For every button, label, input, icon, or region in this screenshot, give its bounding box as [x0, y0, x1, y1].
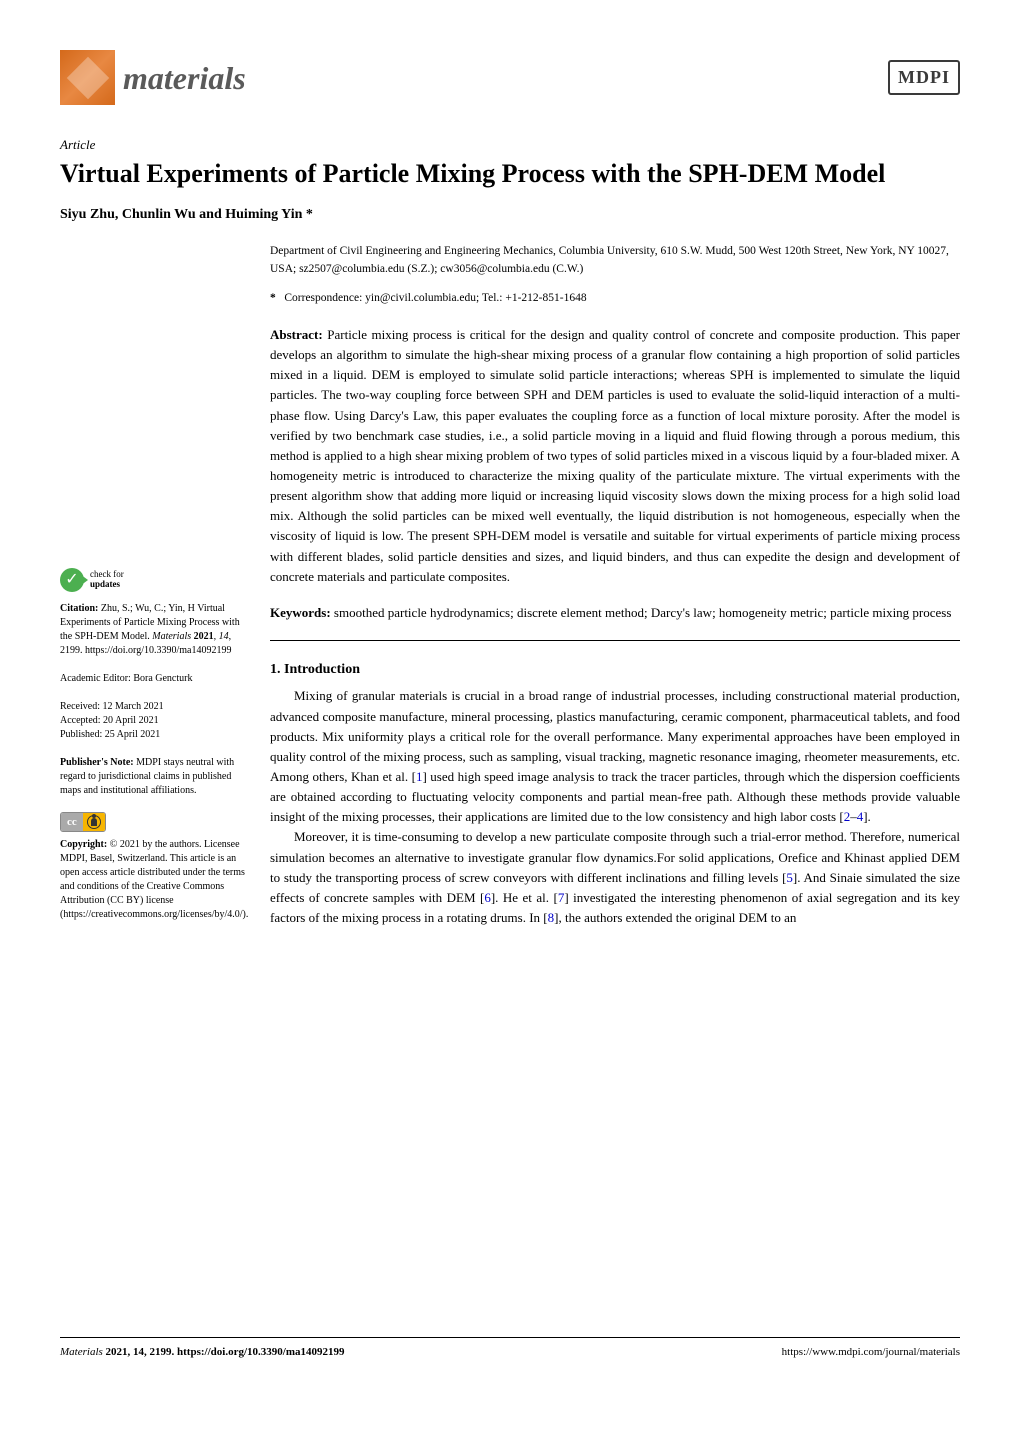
intro-paragraph-2: Moreover, it is time-consuming to develo…	[270, 827, 960, 928]
keywords-block: Keywords: smoothed particle hydrodynamic…	[270, 603, 960, 623]
page-footer: Materials 2021, 14, 2199. https://doi.or…	[60, 1337, 960, 1361]
page-header: materials MDPI	[60, 50, 960, 105]
editor-block: Academic Editor: Bora Gencturk	[60, 672, 250, 686]
section-divider	[270, 640, 960, 641]
publisher-logo: MDPI	[888, 60, 960, 95]
correspondence-line: * Correspondence: yin@civil.columbia.edu…	[270, 290, 960, 307]
abstract-text: Particle mixing process is critical for …	[270, 327, 960, 584]
keywords-label: Keywords:	[270, 605, 331, 620]
author-affiliation: Department of Civil Engineering and Engi…	[270, 243, 960, 278]
materials-logo-icon	[60, 50, 115, 105]
article-authors: Siyu Zhu, Chunlin Wu and Huiming Yin *	[60, 204, 960, 225]
by-icon	[83, 813, 105, 831]
journal-name: materials	[123, 54, 246, 102]
abstract-label: Abstract:	[270, 327, 323, 342]
footer-left: Materials 2021, 14, 2199. https://doi.or…	[60, 1344, 344, 1361]
publishers-note: Publisher's Note: MDPI stays neutral wit…	[60, 756, 250, 798]
article-title: Virtual Experiments of Particle Mixing P…	[60, 157, 960, 191]
license-block: cc Copyright: © 2021 by the authors. Lic…	[60, 812, 250, 922]
footer-right[interactable]: https://www.mdpi.com/journal/materials	[782, 1344, 960, 1361]
check-updates-text: check for updates	[90, 570, 124, 590]
journal-logo: materials	[60, 50, 246, 105]
keywords-text: smoothed particle hydrodynamics; discret…	[334, 605, 952, 620]
cc-icon: cc	[61, 813, 83, 832]
abstract-block: Abstract: Particle mixing process is cri…	[270, 325, 960, 587]
article-sidebar: ✓ check for updates Citation: Zhu, S.; W…	[60, 243, 250, 936]
main-content: Department of Civil Engineering and Engi…	[270, 243, 960, 936]
citation-block: Citation: Zhu, S.; Wu, C.; Yin, H Virtua…	[60, 602, 250, 658]
intro-paragraph-1: Mixing of granular materials is crucial …	[270, 686, 960, 827]
section-1-heading: 1. Introduction	[270, 659, 960, 680]
check-icon: ✓	[60, 568, 84, 592]
dates-block: Received: 12 March 2021 Accepted: 20 Apr…	[60, 700, 250, 742]
article-type: Article	[60, 135, 960, 155]
cc-by-badge[interactable]: cc	[60, 812, 106, 832]
check-updates-badge[interactable]: ✓ check for updates	[60, 568, 250, 592]
